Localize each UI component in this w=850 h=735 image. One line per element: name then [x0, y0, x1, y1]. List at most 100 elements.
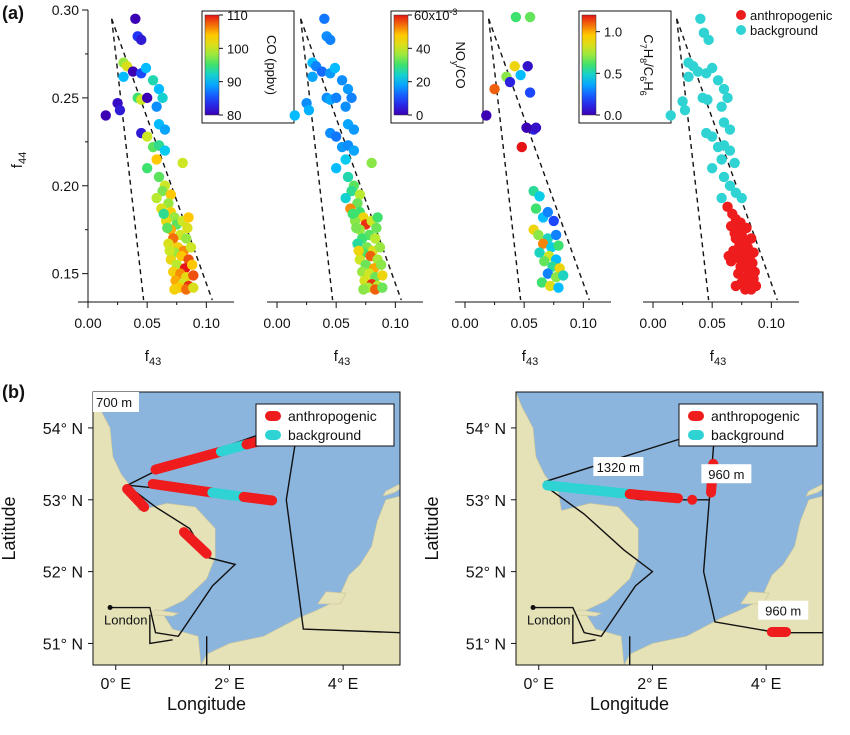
- altitude-label: 960 m: [708, 467, 744, 482]
- panel-b-label: (b): [2, 382, 25, 402]
- scatter-point: [348, 124, 360, 135]
- scatter-point: [188, 270, 199, 281]
- background-point: [716, 154, 727, 165]
- scatter-point: [346, 185, 357, 197]
- anthropogenic-point: [723, 250, 734, 262]
- background-point: [702, 94, 713, 105]
- map-panel-1: London 700 m anthropogenic background 51° N 5…: [0, 391, 401, 714]
- london-marker: [530, 605, 536, 611]
- land: [516, 392, 639, 665]
- scatter-point: [159, 145, 171, 156]
- land: [93, 392, 216, 665]
- y-axis-label: Latitude: [0, 496, 19, 560]
- scatter-point: [374, 242, 386, 253]
- flight-track-branch: [149, 614, 173, 645]
- scatter-point: [127, 66, 139, 77]
- scatter-point: [558, 270, 569, 281]
- scatter-point: [141, 92, 153, 104]
- scatter-point: [340, 101, 351, 112]
- x-axis-label: f43: [334, 348, 350, 368]
- x-tick-label: 0.00: [74, 315, 101, 331]
- colorbar-tick-label: 40: [416, 41, 430, 56]
- background-point: [683, 71, 694, 82]
- y-tick-label: 52° N: [43, 565, 83, 582]
- scatter-point: [375, 259, 387, 271]
- scatter-point: [153, 83, 165, 95]
- scatter-point: [307, 71, 318, 82]
- scatter-point: [352, 198, 363, 209]
- x-tick-label: 0.10: [382, 315, 409, 331]
- scatter-point: [330, 92, 342, 104]
- y-tick-label: 0.20: [52, 178, 79, 194]
- y-tick-label: 0.15: [52, 266, 79, 282]
- anthropogenic-point: [729, 228, 740, 239]
- scatter-point: [530, 203, 542, 214]
- colorbar-label: NOy/CO: [450, 41, 468, 88]
- scatter-point: [509, 61, 520, 72]
- anthropogenic-legend-label: anthropogenic: [711, 408, 800, 424]
- scatter-point: [330, 131, 342, 142]
- x-tick-label: 4° E: [751, 676, 781, 693]
- land: [200, 495, 400, 665]
- city-label: London: [104, 613, 147, 628]
- scatter-point: [530, 122, 542, 133]
- flight-track: [533, 426, 716, 638]
- background-point: [677, 96, 688, 107]
- panel-a-label: (a): [2, 3, 24, 23]
- reference-line: [488, 18, 590, 301]
- scatter-point: [158, 208, 169, 220]
- scatter-point: [372, 212, 383, 223]
- x-axis-label: f43: [710, 348, 726, 368]
- scatter-point: [151, 154, 162, 165]
- background-segment: [542, 480, 635, 500]
- background-point: [722, 92, 733, 104]
- scatter-point: [524, 11, 536, 23]
- flight-track: [110, 427, 400, 638]
- scatter-point: [118, 71, 129, 82]
- altitude-label: 1320 m: [597, 460, 640, 475]
- background-point: [729, 157, 740, 169]
- scatter-point: [153, 171, 165, 183]
- colorbar-tick-label: 0.0: [604, 108, 622, 123]
- colorbar: [393, 14, 409, 116]
- background-point: [706, 162, 718, 174]
- background-point: [718, 117, 730, 128]
- altitude-box: [701, 464, 752, 484]
- background-point: [724, 180, 736, 191]
- scatter-point: [545, 280, 556, 292]
- scatter-point: [151, 101, 162, 112]
- anthropogenic-legend-label: anthropogenic: [750, 8, 833, 23]
- scatter-panel-2: 0.00 0.05 0.10 f43 0 20 40 60x10-3 NOy/CO: [263, 7, 484, 368]
- x-tick-label: 2° E: [214, 676, 244, 693]
- anthropogenic-segment: [147, 478, 218, 498]
- scatter-point: [524, 87, 536, 98]
- x-tick-label: 2° E: [637, 676, 667, 693]
- scatter-point: [354, 189, 366, 200]
- background-point: [718, 83, 730, 95]
- colorbar: [581, 14, 597, 116]
- scatter-point: [159, 124, 171, 135]
- anthropogenic-legend-marker: [736, 10, 746, 20]
- y-tick-label: 52° N: [466, 565, 506, 582]
- background-point: [724, 124, 736, 135]
- scatter-point: [553, 282, 564, 293]
- scatter-panel-3: 0.00 0.05 0.10 f43 0.0 0.5 1.0 C7H8/C6H6: [451, 10, 672, 368]
- scatter-point: [157, 92, 168, 104]
- background-point: [695, 13, 706, 24]
- scatter-point: [353, 245, 364, 256]
- colorbar-tick-label: 0: [416, 108, 423, 123]
- colorbar-tick-label: 100: [227, 41, 249, 56]
- scatter-point: [534, 191, 545, 202]
- scatter-point: [303, 104, 315, 116]
- scatter-point: [539, 256, 550, 267]
- scatter-point: [289, 110, 300, 121]
- scatter-point: [147, 75, 159, 86]
- scatter-point: [114, 104, 126, 116]
- scatter-point: [351, 222, 362, 234]
- background-point: [718, 171, 730, 183]
- flight-track-branch: [702, 499, 823, 634]
- background-point: [703, 34, 714, 46]
- background-point: [736, 192, 747, 204]
- x-tick-label: 0.00: [263, 315, 290, 331]
- scatter-point: [550, 229, 562, 241]
